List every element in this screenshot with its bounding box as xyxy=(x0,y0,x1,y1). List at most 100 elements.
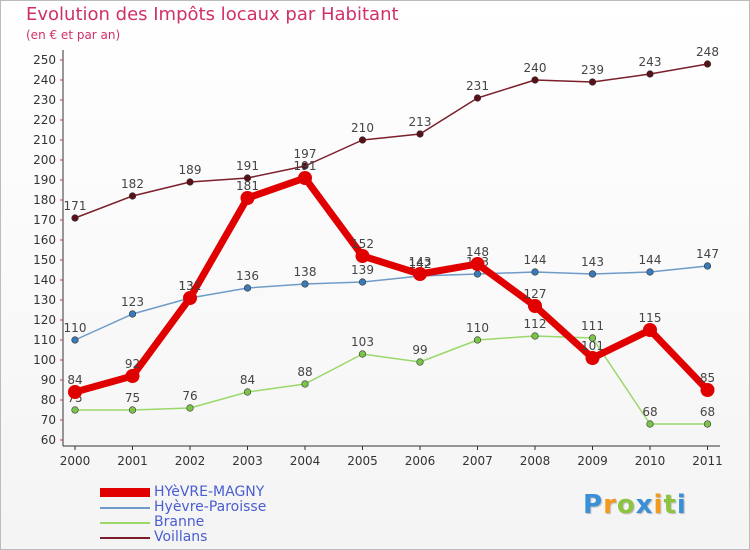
data-label-hyevre-magny: 152 xyxy=(351,237,374,251)
legend-label: HYèVRE-MAGNY xyxy=(154,484,265,500)
logo-letter: o xyxy=(616,490,636,520)
data-label-voillans: 240 xyxy=(524,61,547,75)
x-tick-label: 2010 xyxy=(635,454,666,468)
proxiti-logo: Proxiti xyxy=(583,490,687,520)
data-label-hyevre-paroisse: 142 xyxy=(409,257,432,271)
data-label-hyevre-paroisse: 144 xyxy=(639,253,662,267)
x-tick-label: 2007 xyxy=(462,454,493,468)
data-point-branne xyxy=(358,350,367,358)
data-point-hyevre-magny xyxy=(413,267,427,281)
data-label-hyevre-paroisse: 123 xyxy=(121,295,144,309)
x-tick-label: 2003 xyxy=(232,454,263,468)
x-tick-label: 2000 xyxy=(60,454,91,468)
y-tick-label: 80 xyxy=(41,393,56,407)
data-label-hyevre-magny: 115 xyxy=(639,311,662,325)
data-point-hyevre-paroisse xyxy=(358,278,367,286)
data-label-branne: 75 xyxy=(125,391,140,405)
logo-letter: i xyxy=(676,490,687,520)
data-label-hyevre-paroisse: 139 xyxy=(351,263,374,277)
data-label-branne: 76 xyxy=(182,389,197,403)
logo-letter: t xyxy=(663,490,677,520)
data-point-voillans xyxy=(358,136,367,144)
data-point-hyevre-magny xyxy=(240,191,255,205)
data-label-hyevre-magny: 181 xyxy=(236,179,259,193)
data-label-branne: 103 xyxy=(351,335,374,349)
legend-label: Branne xyxy=(154,514,205,530)
x-tick-label: 2009 xyxy=(577,454,608,468)
y-tick-label: 130 xyxy=(33,293,56,307)
logo-letter: i xyxy=(653,490,664,520)
data-point-hyevre-magny xyxy=(643,323,657,337)
data-label-voillans: 213 xyxy=(409,115,432,129)
data-point-hyevre-magny xyxy=(298,171,312,185)
data-label-hyevre-magny: 101 xyxy=(581,339,604,353)
y-tick-label: 120 xyxy=(33,313,56,327)
data-point-hyevre-paroisse xyxy=(531,268,539,276)
logo-letter: P xyxy=(583,490,604,520)
y-tick-label: 180 xyxy=(33,193,56,207)
data-label-branne: 68 xyxy=(642,405,657,419)
y-tick-label: 70 xyxy=(41,413,56,427)
data-label-hyevre-paroisse: 136 xyxy=(236,269,259,283)
data-point-hyevre-magny xyxy=(585,351,600,365)
data-point-hyevre-paroisse xyxy=(128,310,137,318)
data-point-voillans xyxy=(301,162,309,170)
y-tick-label: 160 xyxy=(33,233,56,247)
chart-legend: HYèVRE-MAGNY Hyèvre-Paroisse Branne Voillan… xyxy=(100,485,266,545)
x-tick-label: 2006 xyxy=(405,454,436,468)
data-point-branne xyxy=(243,388,252,396)
data-label-voillans: 171 xyxy=(64,199,87,213)
data-label-hyevre-paroisse: 143 xyxy=(581,255,604,269)
y-tick-label: 210 xyxy=(33,133,56,147)
data-point-branne xyxy=(301,380,309,388)
y-tick-label: 250 xyxy=(33,53,56,67)
y-tick-label: 90 xyxy=(41,373,56,387)
data-label-hyevre-magny: 131 xyxy=(179,279,202,293)
data-label-branne: 68 xyxy=(700,405,715,419)
data-label-voillans: 210 xyxy=(351,121,374,135)
data-point-voillans xyxy=(128,192,137,200)
data-point-branne xyxy=(588,334,597,342)
legend-swatch xyxy=(100,506,150,509)
legend-swatch xyxy=(100,488,150,497)
data-point-hyevre-magny xyxy=(355,249,370,263)
data-point-hyevre-magny xyxy=(700,383,715,397)
chart-title: Evolution des Impôts locaux par Habitant xyxy=(26,4,399,25)
data-label-voillans: 248 xyxy=(696,45,719,59)
data-point-branne xyxy=(473,336,482,344)
series-line-hyevre-paroisse xyxy=(74,265,708,341)
data-point-hyevre-magny xyxy=(183,291,197,305)
data-label-hyevre-magny: 143 xyxy=(409,255,432,269)
data-label-branne: 99 xyxy=(412,343,427,357)
data-point-branne xyxy=(646,420,654,428)
logo-letter: r xyxy=(603,490,617,520)
y-tick-label: 140 xyxy=(33,273,56,287)
data-point-branne xyxy=(71,406,79,414)
data-point-hyevre-magny xyxy=(528,299,542,313)
data-point-voillans xyxy=(646,70,654,78)
data-point-hyevre-paroisse xyxy=(71,336,79,344)
y-tick-label: 100 xyxy=(33,353,56,367)
data-point-voillans xyxy=(71,214,79,222)
x-tick-label: 2002 xyxy=(175,454,206,468)
data-label-hyevre-paroisse: 144 xyxy=(524,253,547,267)
data-point-voillans xyxy=(473,94,482,102)
data-label-voillans: 243 xyxy=(639,55,662,69)
data-point-voillans xyxy=(531,76,539,84)
y-tick-label: 60 xyxy=(41,433,56,447)
data-point-hyevre-magny xyxy=(68,385,82,399)
data-label-hyevre-magny: 92 xyxy=(125,357,140,371)
data-label-hyevre-paroisse: 147 xyxy=(696,247,719,261)
data-label-voillans: 191 xyxy=(236,159,259,173)
y-tick-label: 150 xyxy=(33,253,56,267)
data-label-branne: 111 xyxy=(581,319,604,333)
data-label-hyevre-magny: 84 xyxy=(67,373,82,387)
data-point-branne xyxy=(416,358,424,366)
data-point-hyevre-paroisse xyxy=(301,280,309,288)
data-label-voillans: 197 xyxy=(294,147,317,161)
data-point-branne xyxy=(703,420,712,428)
x-tick-label: 2001 xyxy=(117,454,148,468)
series-line-voillans xyxy=(74,63,708,219)
